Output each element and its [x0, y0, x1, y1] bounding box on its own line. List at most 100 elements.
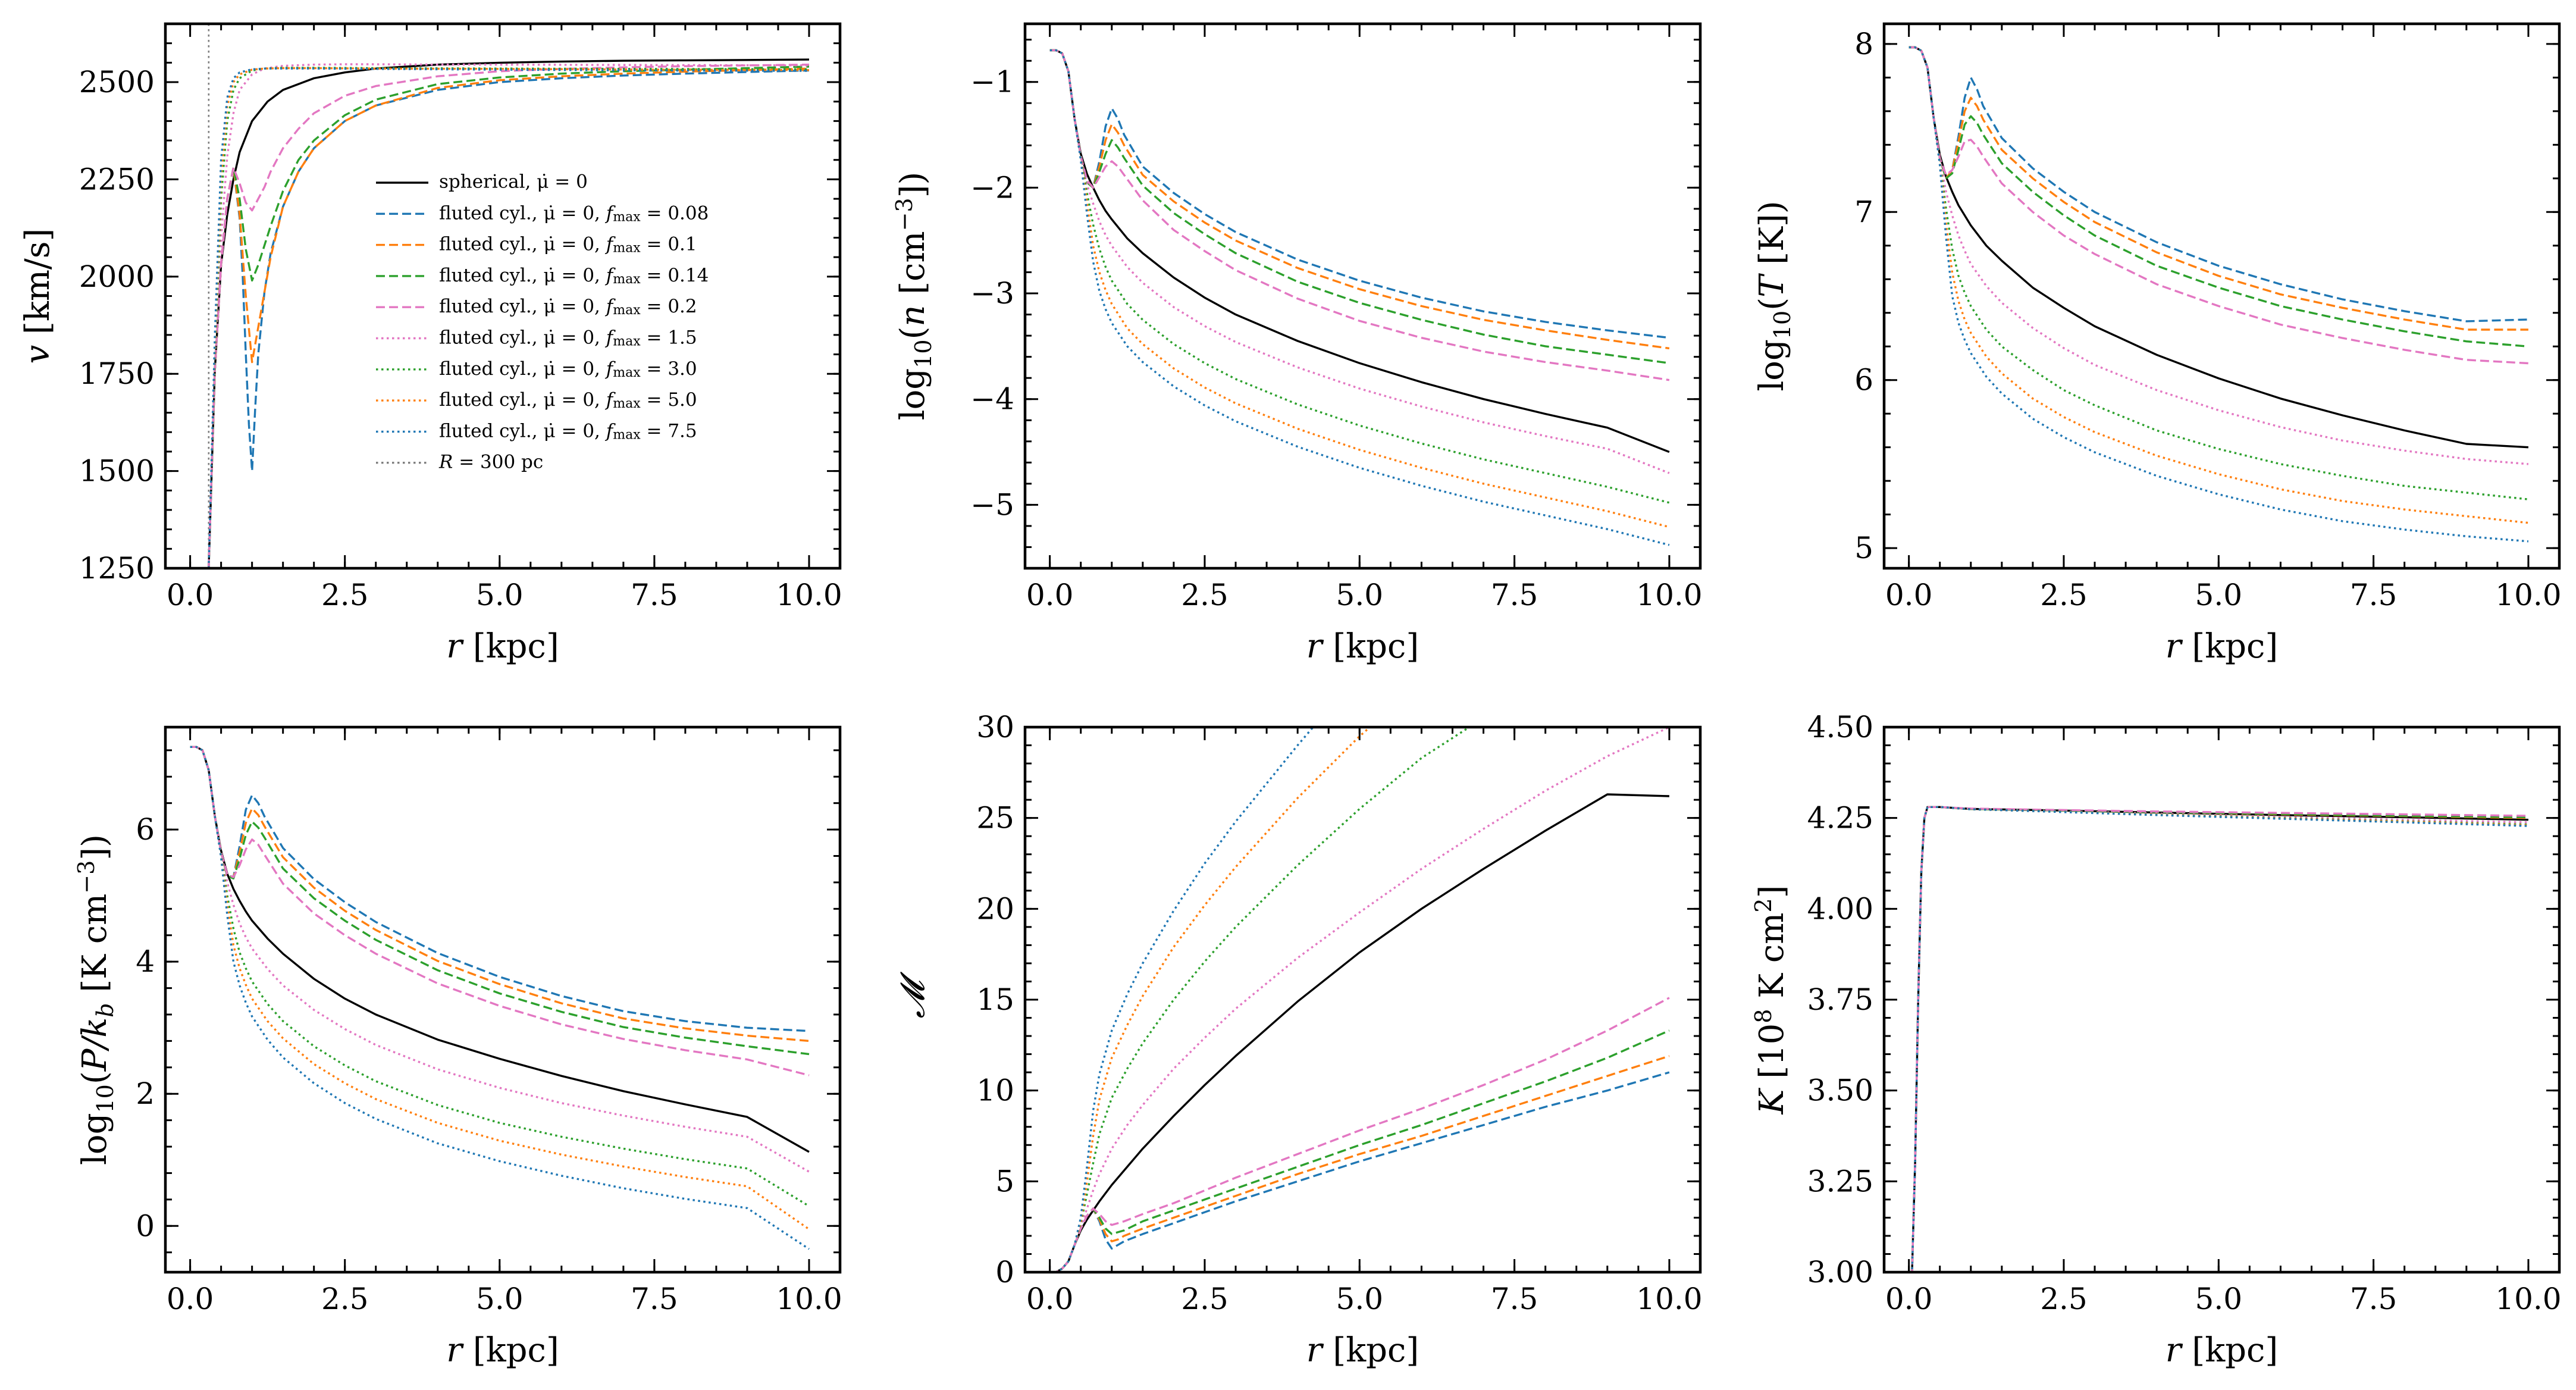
- y-tick-label: 0: [136, 1209, 155, 1243]
- y-tick-label: 15: [976, 982, 1014, 1017]
- chart-mach: 0.0 2.5 5.0 7.5 10.0 0 5 10 15 20 25 30 r [kpc] 𝓜: [894, 710, 1703, 1370]
- series-line-8: [1049, 727, 1315, 1272]
- series-line-7: [1049, 727, 1372, 1272]
- series-line-5: [208, 63, 810, 568]
- plot-area: [1911, 806, 2528, 1272]
- series-line-0: [1049, 49, 1670, 453]
- series-line-7: [190, 746, 810, 1231]
- x-tick-label: 10.0: [776, 1282, 842, 1316]
- chart-density: 0.0 2.5 5.0 7.5 10.0 −5 −4 −3 −2 −1 r [kpc] log10(n…: [891, 22, 1703, 666]
- y-axis-label: 𝓜: [894, 971, 932, 1018]
- legend-entry: spherical, μ̇ = 0: [376, 171, 588, 193]
- x-tick-label: 5.0: [476, 578, 524, 612]
- legend-label: fluted cyl., μ̇ = 0, fmax = 3.0: [439, 358, 697, 380]
- series-line-6: [1049, 49, 1670, 504]
- x-tick-label: 2.5: [321, 578, 369, 612]
- x-tick-label: 2.5: [2040, 578, 2088, 612]
- x-axis-label: r [kpc]: [446, 627, 559, 666]
- series-line-1: [208, 69, 810, 568]
- plot-area: [190, 746, 810, 1250]
- series-line-2: [190, 746, 810, 1042]
- legend-label: spherical, μ̇ = 0: [439, 171, 588, 193]
- x-axis-label: r [kpc]: [1306, 1331, 1419, 1370]
- x-tick-label: 0.0: [1026, 1282, 1074, 1316]
- series-line-0: [1909, 46, 2528, 449]
- series-line-3: [1049, 1029, 1670, 1272]
- series-line-1: [1049, 49, 1670, 339]
- x-tick-label: 5.0: [1336, 1282, 1384, 1316]
- y-tick-label: −3: [970, 276, 1014, 311]
- x-axis-label: r [kpc]: [2166, 627, 2278, 666]
- series-line-4: [1049, 997, 1670, 1272]
- y-tick-label: 6: [1854, 363, 1873, 397]
- series-line-3: [1911, 806, 2528, 1272]
- y-tick-label: 1250: [79, 551, 155, 586]
- series-line-7: [208, 67, 810, 568]
- legend-label: fluted cyl., μ̇ = 0, fmax = 0.2: [439, 296, 697, 318]
- y-tick-label: 5: [995, 1164, 1014, 1198]
- series-line-5: [1049, 49, 1670, 474]
- series-line-6: [208, 67, 810, 568]
- axes-frame: [1882, 22, 2561, 570]
- y-tick-label: −1: [970, 65, 1014, 99]
- x-tick-label: 7.5: [2350, 578, 2398, 612]
- series-line-7: [1909, 46, 2529, 524]
- y-tick-label: 3.75: [1807, 982, 1873, 1017]
- x-tick-label: 7.5: [2350, 1282, 2398, 1316]
- series-line-4: [1909, 46, 2528, 365]
- legend: spherical, μ̇ = 0 fluted cyl., μ̇ = 0, fm…: [376, 171, 709, 472]
- y-tick-label: 3.00: [1807, 1255, 1873, 1289]
- series-line-4: [1911, 806, 2528, 1272]
- series-line-0: [1049, 793, 1669, 1272]
- x-axis-label: r [kpc]: [446, 1331, 559, 1370]
- plot-area: [1909, 46, 2529, 543]
- series-line-2: [1049, 1055, 1670, 1272]
- series-line-1: [1911, 806, 2528, 1272]
- series-line-0: [208, 58, 810, 568]
- chart-panels: 0.0 2.5 5.0 7.5 10.0 1250 1500 1750 2000 2250 2 5 0 0…: [18, 22, 2562, 1370]
- y-tick-label: −2: [970, 170, 1014, 205]
- x-tick-label: 0.0: [1885, 1282, 1933, 1316]
- y-tick-label: 1500: [79, 454, 155, 489]
- y-tick-label: 4.25: [1807, 801, 1873, 835]
- legend-label: fluted cyl., μ̇ = 0, fmax = 0.08: [439, 202, 709, 225]
- series-line-5: [1911, 806, 2528, 1272]
- legend-label: fluted cyl., μ̇ = 0, fmax = 5.0: [439, 389, 697, 412]
- series-line-2: [208, 67, 810, 568]
- x-tick-label: 0.0: [1026, 578, 1074, 612]
- y-tick-label: 20: [976, 891, 1014, 926]
- chart-entropy: 0.0 2.5 5.0 7.5 10.0 3.00 3.25 3.50 3.75 4.00 4.25…: [1750, 710, 2562, 1370]
- y-tick-label: 4.50: [1807, 710, 1873, 744]
- series-line-1: [190, 746, 810, 1032]
- series-line-0: [1911, 806, 2528, 1272]
- x-tick-label: 2.5: [321, 1282, 369, 1316]
- plot-area: [1049, 727, 1670, 1272]
- axes-frame: [1023, 22, 1702, 570]
- series-line-4: [1049, 49, 1670, 381]
- x-tick-label: 10.0: [2495, 578, 2561, 612]
- y-axis-label: v [km/s]: [18, 228, 57, 364]
- x-tick-label: 10.0: [776, 578, 842, 612]
- legend-entry: fluted cyl., μ̇ = 0, fmax = 0.14: [376, 264, 709, 287]
- series-line-2: [1911, 806, 2528, 1272]
- x-tick-label: 10.0: [1636, 1282, 1702, 1316]
- legend-entry: fluted cyl., μ̇ = 0, fmax = 7.5: [376, 420, 697, 442]
- x-tick-label: 10.0: [1636, 578, 1702, 612]
- y-tick-label: 30: [976, 710, 1014, 744]
- chart-pressure: 0.0 2.5 5.0 7.5 10.0 0 2 4 6 r [kpc] log10(P/kb [K…: [73, 725, 842, 1370]
- legend-entry: R = 300 pc: [376, 451, 543, 472]
- series-line-5: [190, 746, 810, 1173]
- series-line-6: [1909, 46, 2529, 500]
- y-axis-label: K [108 K cm2]: [1750, 885, 1791, 1115]
- series-line-8: [190, 746, 810, 1250]
- series-line-8: [1909, 46, 2529, 543]
- series-line-2: [1909, 46, 2528, 331]
- series-line-4: [190, 746, 810, 1076]
- y-tick-label: 2000: [79, 259, 155, 294]
- y-tick-label: 1750: [79, 356, 155, 391]
- y-tick-label: 2250: [79, 162, 155, 196]
- series-line-5: [1909, 46, 2529, 465]
- y-tick-label: 2: [136, 1076, 155, 1111]
- chart-velocity: 0.0 2.5 5.0 7.5 10.0 1250 1500 1750 2000 2250 2500…: [18, 22, 842, 666]
